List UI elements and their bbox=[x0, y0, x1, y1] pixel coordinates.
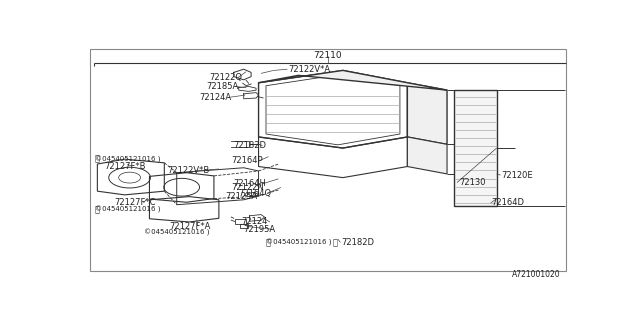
Text: 72124A: 72124A bbox=[199, 93, 231, 102]
Text: 72127F*C: 72127F*C bbox=[115, 198, 156, 207]
Bar bbox=[235, 219, 246, 224]
Text: 72195A: 72195A bbox=[244, 225, 276, 234]
Text: 72164P: 72164P bbox=[231, 156, 263, 165]
Text: 72182D: 72182D bbox=[234, 141, 267, 150]
Text: 72164H: 72164H bbox=[234, 179, 267, 188]
Text: Ⓢ: Ⓢ bbox=[266, 238, 271, 247]
Text: 72122N: 72122N bbox=[231, 183, 264, 192]
Text: 72122V*A: 72122V*A bbox=[288, 65, 330, 74]
Text: ©045405121016 ): ©045405121016 ) bbox=[95, 156, 161, 163]
Text: 72182D: 72182D bbox=[341, 238, 374, 247]
Text: 72110: 72110 bbox=[314, 51, 342, 60]
Text: ©045405121016 ): ©045405121016 ) bbox=[266, 239, 332, 246]
Text: 72125A: 72125A bbox=[225, 192, 257, 201]
Text: Ⓢ: Ⓢ bbox=[95, 205, 100, 214]
Text: ©045405121016 ): ©045405121016 ) bbox=[145, 229, 210, 236]
Text: A721001020: A721001020 bbox=[511, 270, 560, 279]
Text: 72164D: 72164D bbox=[492, 198, 525, 207]
Text: ©045405121016 ): ©045405121016 ) bbox=[95, 206, 161, 213]
Text: 72120E: 72120E bbox=[502, 171, 533, 180]
Text: 72164Q: 72164Q bbox=[239, 188, 272, 198]
Text: 72127F*B: 72127F*B bbox=[104, 162, 145, 171]
Polygon shape bbox=[408, 83, 447, 144]
Text: 72124: 72124 bbox=[241, 218, 268, 227]
Polygon shape bbox=[259, 70, 447, 90]
Text: 72127F*A: 72127F*A bbox=[169, 222, 211, 231]
Polygon shape bbox=[408, 137, 447, 174]
Text: Ⓢ: Ⓢ bbox=[95, 155, 100, 164]
Text: 72185A: 72185A bbox=[207, 82, 239, 91]
Text: 72122Q: 72122Q bbox=[209, 73, 242, 82]
Text: 72122V*B: 72122V*B bbox=[167, 166, 209, 175]
Bar bbox=[454, 90, 497, 206]
Bar bbox=[240, 224, 248, 228]
Text: Ⓢ: Ⓢ bbox=[333, 238, 338, 247]
Text: 72130: 72130 bbox=[460, 178, 486, 187]
